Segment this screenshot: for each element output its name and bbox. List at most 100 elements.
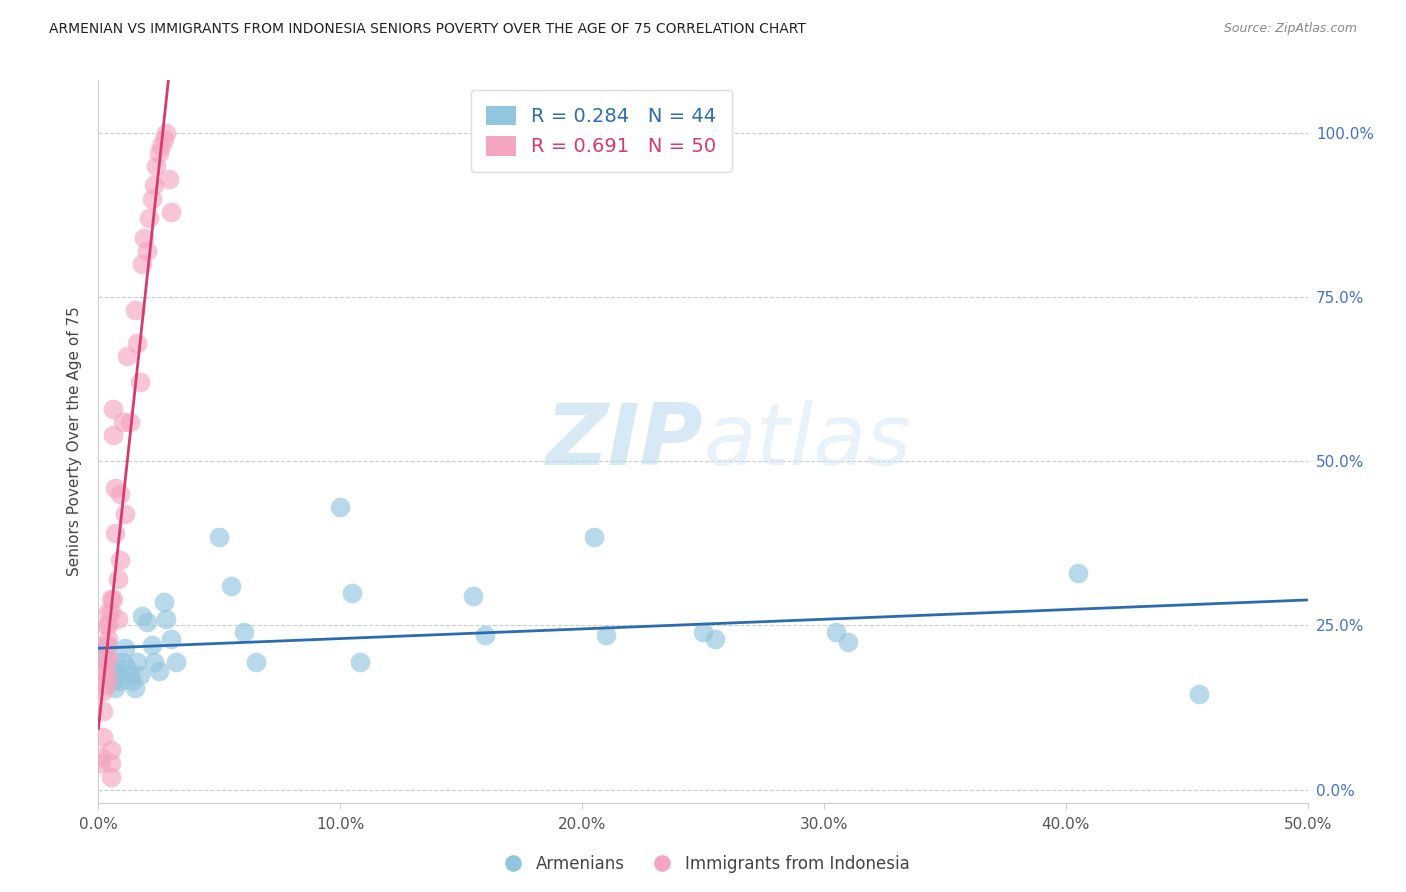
Point: [329, 500, 352, 515]
Legend: Armenians, Immigrants from Indonesia: Armenians, Immigrants from Indonesia: [489, 848, 917, 880]
Point: [100, 592, 122, 607]
Point: [118, 667, 141, 681]
Point: [104, 481, 127, 495]
Point: [100, 743, 122, 757]
Text: ARMENIAN VS IMMIGRANTS FROM INDONESIA SENIORS POVERTY OVER THE AGE OF 75 CORRELA: ARMENIAN VS IMMIGRANTS FROM INDONESIA SE…: [49, 22, 806, 37]
Point: [101, 428, 124, 442]
Point: [117, 661, 139, 675]
Point: [100, 756, 122, 771]
Point: [108, 553, 131, 567]
Point: [342, 585, 364, 599]
Point: [221, 579, 243, 593]
Point: [692, 625, 714, 640]
Legend: R = 0.284   N = 44, R = 0.691   N = 50: R = 0.284 N = 44, R = 0.691 N = 50: [471, 90, 733, 172]
Point: [160, 632, 183, 646]
Point: [143, 655, 166, 669]
Point: [152, 595, 174, 609]
Point: [141, 192, 163, 206]
Point: [91, 684, 114, 698]
Point: [100, 605, 122, 619]
Point: [104, 526, 127, 541]
Text: Source: ZipAtlas.com: Source: ZipAtlas.com: [1223, 22, 1357, 36]
Point: [117, 349, 139, 363]
Point: [474, 628, 496, 642]
Point: [135, 615, 157, 630]
Point: [245, 655, 267, 669]
Point: [107, 573, 129, 587]
Point: [825, 625, 848, 640]
Point: [118, 415, 141, 429]
Point: [91, 665, 114, 679]
Point: [111, 655, 134, 669]
Y-axis label: Seniors Poverty Over the Age of 75: Seniors Poverty Over the Age of 75: [67, 307, 83, 576]
Point: [232, 625, 254, 640]
Point: [155, 126, 177, 140]
Point: [595, 628, 617, 642]
Point: [94, 638, 117, 652]
Text: ZIP: ZIP: [546, 400, 703, 483]
Point: [111, 415, 134, 429]
Point: [145, 159, 167, 173]
Point: [90, 756, 112, 771]
Point: [157, 171, 180, 186]
Text: atlas: atlas: [703, 400, 911, 483]
Point: [101, 401, 124, 416]
Point: [124, 303, 146, 318]
Point: [148, 145, 170, 160]
Point: [131, 257, 153, 271]
Point: [208, 530, 231, 544]
Point: [97, 632, 120, 646]
Point: [100, 667, 122, 681]
Point: [94, 665, 117, 679]
Point: [1188, 687, 1211, 701]
Point: [91, 651, 114, 665]
Point: [94, 618, 117, 632]
Point: [97, 671, 120, 685]
Point: [100, 661, 122, 675]
Point: [97, 651, 120, 665]
Point: [128, 667, 150, 681]
Point: [90, 749, 112, 764]
Point: [150, 139, 173, 153]
Point: [94, 677, 117, 691]
Point: [101, 592, 124, 607]
Point: [107, 612, 129, 626]
Point: [114, 641, 136, 656]
Point: [104, 655, 127, 669]
Point: [131, 608, 153, 623]
Point: [100, 770, 122, 784]
Point: [91, 730, 114, 744]
Point: [97, 638, 120, 652]
Point: [108, 487, 131, 501]
Point: [704, 632, 727, 646]
Point: [127, 655, 149, 669]
Point: [101, 674, 124, 689]
Point: [1067, 566, 1090, 580]
Point: [143, 178, 166, 193]
Point: [128, 376, 150, 390]
Point: [127, 336, 149, 351]
Point: [94, 651, 117, 665]
Point: [108, 674, 131, 689]
Point: [463, 589, 485, 603]
Point: [107, 667, 129, 681]
Point: [148, 665, 170, 679]
Point: [114, 507, 136, 521]
Point: [94, 641, 117, 656]
Point: [152, 132, 174, 146]
Point: [160, 204, 183, 219]
Point: [138, 211, 160, 226]
Point: [165, 655, 187, 669]
Point: [104, 681, 127, 695]
Point: [124, 681, 146, 695]
Point: [121, 674, 143, 689]
Point: [837, 635, 859, 649]
Point: [583, 530, 606, 544]
Point: [97, 618, 120, 632]
Point: [141, 638, 163, 652]
Point: [349, 655, 371, 669]
Point: [134, 231, 156, 245]
Point: [97, 605, 120, 619]
Point: [91, 704, 114, 718]
Point: [155, 612, 177, 626]
